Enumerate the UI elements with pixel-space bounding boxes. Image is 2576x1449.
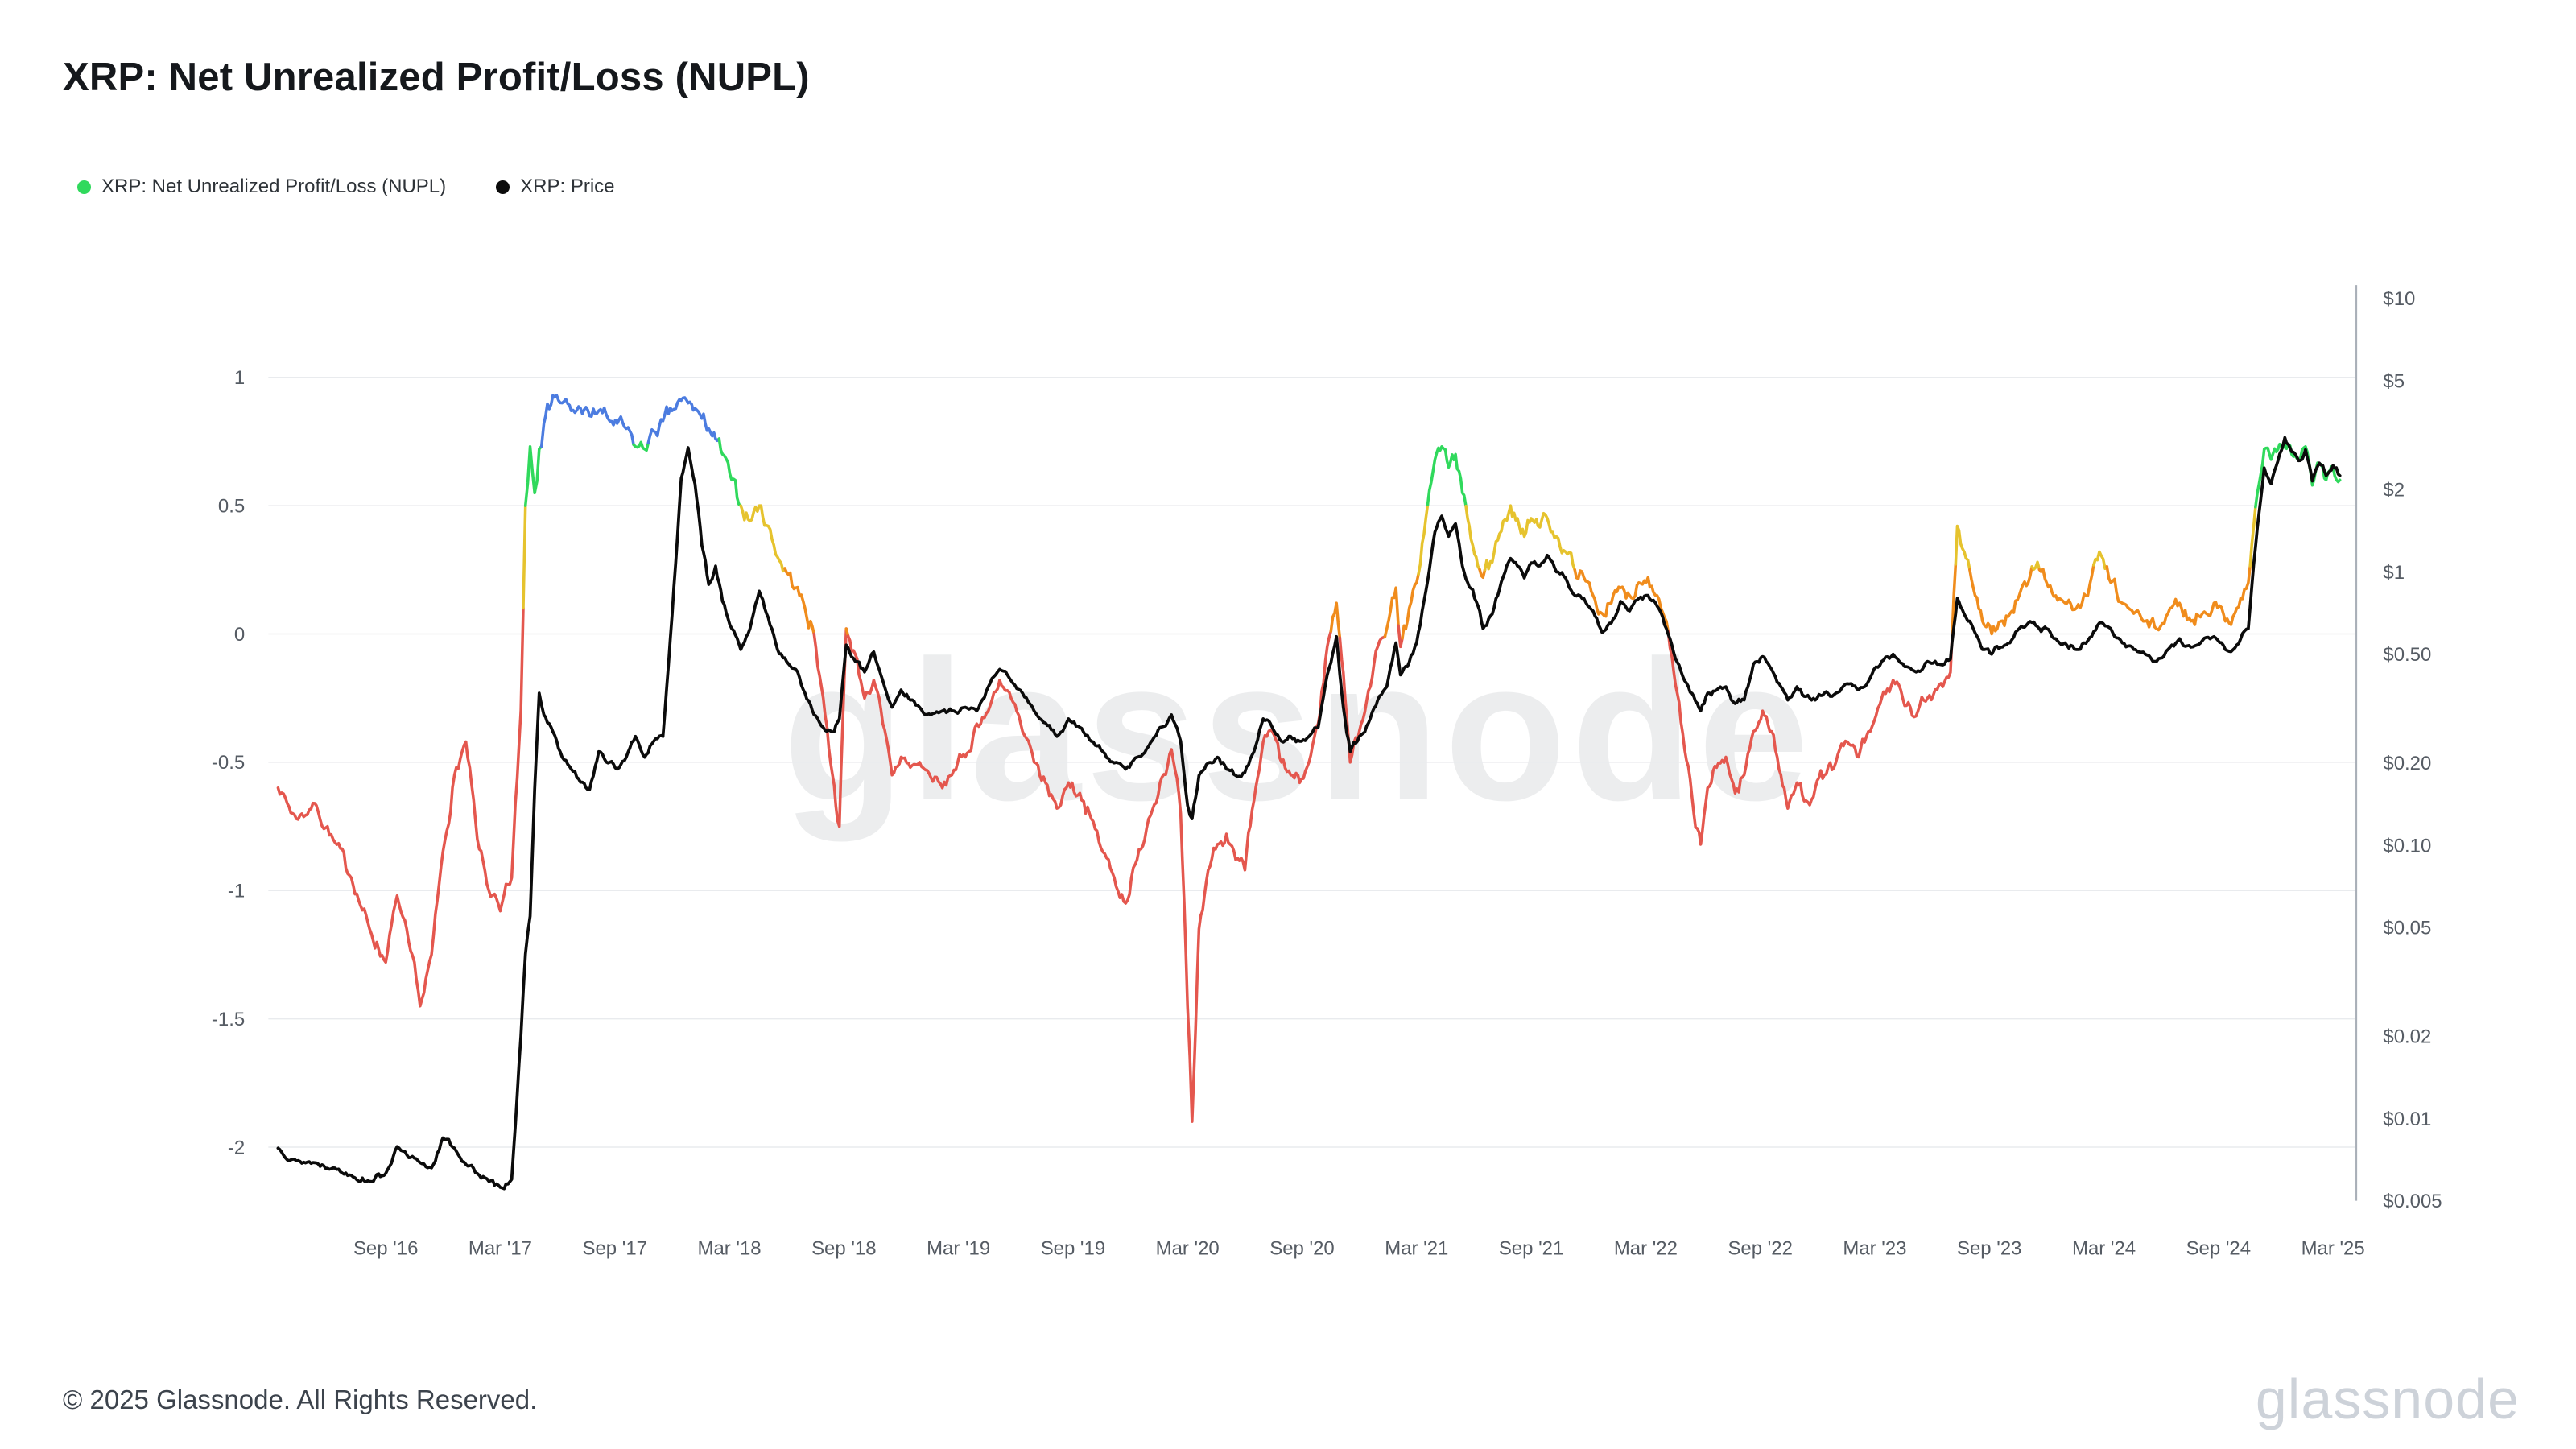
x-axis-tick-label: Sep '22 [1728, 1237, 1792, 1259]
x-axis-tick-label: Mar '24 [2072, 1237, 2136, 1259]
copyright-text: © 2025 Glassnode. All Rights Reserved. [63, 1385, 538, 1414]
nupl-line-segment [1397, 624, 1404, 649]
right-axis-tick-label: $0.50 [2383, 644, 2431, 666]
left-axis-tick-label: 0.5 [218, 495, 245, 517]
nupl-legend-dot-icon [77, 180, 91, 194]
nupl-line-segment [783, 567, 816, 636]
nupl-line-segment [1329, 601, 1342, 640]
page-title: XRP: Net Unrealized Profit/Loss (NUPL) [63, 56, 810, 99]
glassnode-watermark: glassnode [782, 618, 1814, 843]
nupl-line-segment [276, 606, 525, 1008]
nupl-line-segment [646, 396, 721, 445]
right-axis-tick-label: $5 [2383, 370, 2405, 392]
x-axis-tick-label: Mar '21 [1385, 1237, 1448, 1259]
x-axis-tick-label: Mar '23 [1843, 1237, 1906, 1259]
legend-item-nupl[interactable]: XRP: Net Unrealized Profit/Loss (NUPL) [77, 175, 446, 198]
nupl-line-segment [2248, 506, 2257, 568]
nupl-line-segment [739, 504, 786, 573]
right-axis-tick-label: $0.02 [2383, 1026, 2431, 1048]
nupl-line-segment [1464, 504, 1481, 572]
right-axis-tick-label: $0.20 [2383, 753, 2431, 774]
left-axis-tick-label: -2 [228, 1137, 245, 1158]
nupl-line-segment [1401, 572, 1420, 640]
right-axis-tick-label: $0.005 [2383, 1191, 2442, 1212]
legend: XRP: Net Unrealized Profit/Loss (NUPL) X… [77, 175, 615, 198]
x-axis-tick-label: Sep '23 [1957, 1237, 2021, 1259]
x-axis-tick-label: Sep '17 [583, 1237, 647, 1259]
price-legend-dot-icon [496, 180, 510, 194]
price-legend-label: XRP: Price [520, 175, 615, 197]
nupl-line-segment [1951, 563, 1958, 638]
left-axis-tick-label: -0.5 [212, 752, 245, 774]
left-axis-tick-label: 0 [234, 624, 245, 646]
nupl-line-segment [1383, 586, 1400, 638]
right-axis-tick-label: $0.01 [2383, 1108, 2431, 1130]
left-axis-tick-label: -1 [228, 881, 245, 902]
nupl-line-segment [1338, 635, 1387, 764]
nupl-line-segment [539, 394, 635, 448]
nupl-line-segment [1478, 568, 1487, 580]
nupl-line-segment [2092, 550, 2109, 571]
right-axis-tick-label: $10 [2383, 288, 2415, 310]
nupl-line-segment [846, 630, 1333, 1123]
right-axis-tick-label: $0.10 [2383, 835, 2431, 857]
nupl-line-segment [1968, 565, 2033, 636]
nupl-line-segment [2037, 564, 2095, 612]
x-axis-tick-label: Mar '17 [469, 1237, 532, 1259]
nupl-line-segment [632, 440, 650, 452]
nupl-line-segment [1483, 504, 1577, 572]
nupl-line-segment [1666, 630, 1954, 846]
price-line [276, 436, 2342, 1191]
nupl-line-segment [1573, 568, 1670, 634]
legend-item-price[interactable]: XRP: Price [496, 175, 615, 198]
left-axis-tick-label: 1 [234, 367, 245, 389]
right-axis-tick-label: $1 [2383, 562, 2405, 584]
x-axis-tick-label: Mar '20 [1156, 1237, 1220, 1259]
nupl-line-segment [522, 504, 527, 610]
x-axis-tick-label: Mar '18 [698, 1237, 762, 1259]
x-axis-tick-label: Mar '19 [927, 1237, 990, 1259]
x-axis-tick-label: Sep '20 [1269, 1237, 1334, 1259]
nupl-line-segment [2030, 560, 2041, 572]
nupl-line-segment [1954, 524, 1971, 572]
nupl-legend-label: XRP: Net Unrealized Profit/Loss (NUPL) [101, 175, 447, 197]
nupl-line-segment [1426, 445, 1468, 508]
nupl-line-segment [812, 627, 848, 828]
right-axis-tick-label: $2 [2383, 479, 2405, 501]
x-axis-tick-label: Sep '19 [1041, 1237, 1105, 1259]
x-axis-tick-label: Sep '21 [1499, 1237, 1563, 1259]
nupl-line-segment [2105, 564, 2252, 632]
x-axis-tick-label: Mar '25 [2301, 1237, 2365, 1259]
x-axis-tick-label: Sep '24 [2186, 1237, 2251, 1259]
glassnode-logo: glassnode [2255, 1368, 2520, 1430]
nupl-line-segment [1417, 503, 1430, 576]
nupl-line-segment [523, 444, 543, 507]
x-axis-tick-label: Sep '16 [353, 1237, 418, 1259]
x-axis-tick-label: Sep '18 [811, 1237, 876, 1259]
x-axis-tick-label: Mar '22 [1614, 1237, 1678, 1259]
nupl-line-segment [717, 437, 742, 507]
right-axis-tick-label: $0.05 [2383, 918, 2431, 939]
left-axis-tick-label: -1.5 [212, 1009, 245, 1030]
